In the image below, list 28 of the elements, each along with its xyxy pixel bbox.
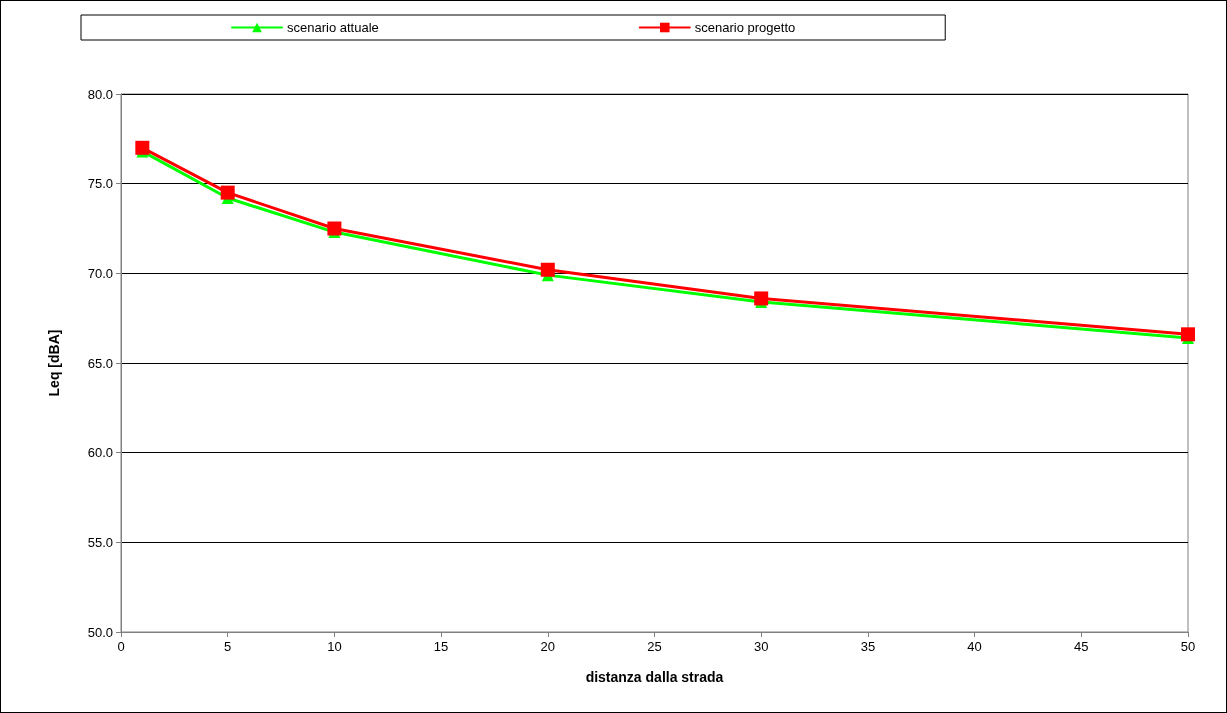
y-tick-label: 70.0 — [87, 265, 113, 281]
y-axis-title: Leq [dBA] — [46, 329, 62, 397]
point — [540, 262, 555, 277]
x-tick-label: 15 — [433, 639, 449, 654]
y-tick-label: 65.0 — [87, 355, 113, 371]
x-tick-label: 5 — [224, 639, 232, 654]
x-tick-label: 20 — [540, 639, 556, 654]
x-tick-label: 45 — [1074, 639, 1089, 654]
y-tick-label: 80.0 — [87, 86, 113, 102]
y-tick-label: 60.0 — [87, 445, 113, 461]
x-tick-label: 40 — [967, 639, 982, 654]
x-tick-label: 50 — [1180, 639, 1196, 654]
y-tick-label: 50.0 — [87, 624, 113, 640]
legend-label: scenario attuale — [287, 20, 379, 35]
x-tick-label: 0 — [117, 639, 125, 654]
point — [135, 140, 150, 155]
x-axis-title: distanza dalla strada — [585, 669, 724, 685]
y-tick-label: 75.0 — [87, 176, 113, 192]
x-tick-label: 30 — [753, 639, 769, 654]
y-tick-label: 55.0 — [87, 534, 113, 550]
point — [220, 185, 235, 200]
x-tick-label: 35 — [860, 639, 876, 654]
point — [754, 291, 769, 306]
x-tick-label: 10 — [327, 639, 342, 654]
legend-label: scenario progetto — [694, 20, 796, 35]
x-tick-label: 25 — [647, 639, 662, 654]
point — [327, 221, 342, 236]
point — [1181, 327, 1195, 342]
